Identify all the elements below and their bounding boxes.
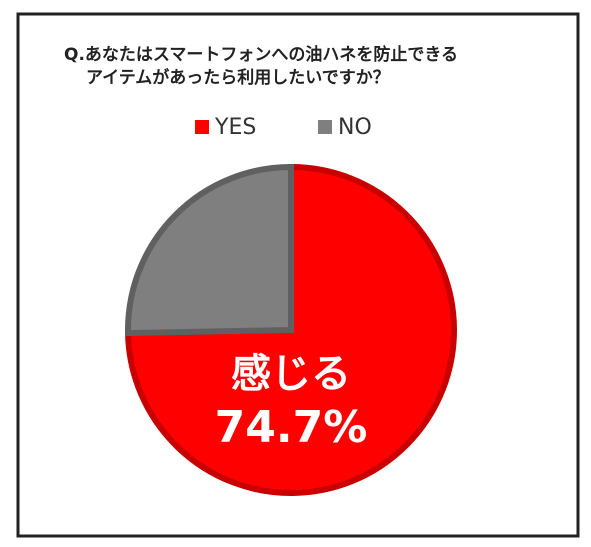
legend-swatch xyxy=(318,120,332,134)
legend-label: NO xyxy=(338,115,372,140)
annotation: 感じる xyxy=(231,351,351,397)
chart-title: アイテムがあったら利用したいですか？ xyxy=(86,67,390,88)
legend-swatch xyxy=(195,120,209,134)
pie-slice xyxy=(125,163,294,337)
chart-title: Q.あなたはスマートフォンへの油ハネを防止できる xyxy=(64,44,458,65)
value-label: 74.7% xyxy=(215,402,368,453)
legend-label: YES xyxy=(214,115,256,140)
